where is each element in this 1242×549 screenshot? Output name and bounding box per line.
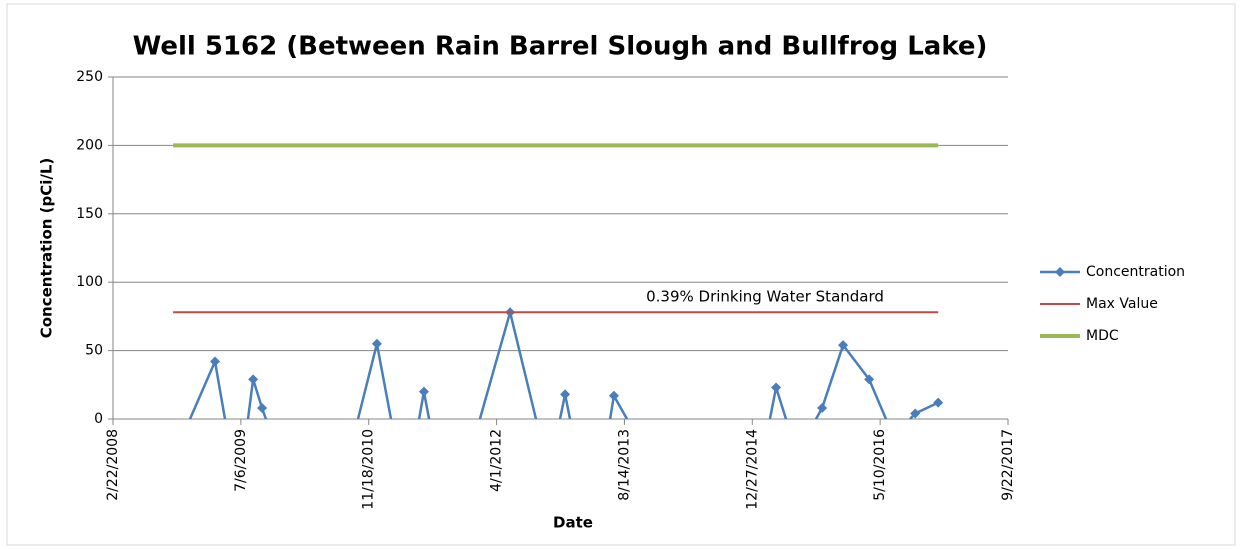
legend-marker xyxy=(1055,267,1065,277)
annotation: 0.39% Drinking Water Standard xyxy=(646,288,884,306)
legend-label: Max Value xyxy=(1086,296,1158,312)
data-point xyxy=(248,374,259,385)
x-tick-label: 12/27/2014 xyxy=(744,429,760,510)
x-tick-label: 11/18/2010 xyxy=(361,429,377,510)
data-point xyxy=(817,403,828,414)
data-point xyxy=(838,340,849,351)
x-tick-label: 4/1/2012 xyxy=(489,429,505,492)
x-tick-label: 8/14/2013 xyxy=(616,429,632,501)
legend-label: Concentration xyxy=(1086,264,1185,280)
data-point xyxy=(771,382,782,393)
legend-label: MDC xyxy=(1086,328,1119,344)
x-tick-label: 5/10/2016 xyxy=(872,429,888,501)
y-tick-label: 100 xyxy=(76,274,103,290)
y-tick-label: 50 xyxy=(85,343,103,359)
y-tick-label: 150 xyxy=(76,206,103,222)
data-point xyxy=(933,397,944,408)
y-axis-label: Concentration (pCi/L) xyxy=(38,158,56,339)
data-point xyxy=(257,403,268,414)
data-point xyxy=(910,408,921,419)
x-tick-label: 2/22/2008 xyxy=(105,429,121,501)
y-tick-label: 250 xyxy=(76,69,103,85)
data-point xyxy=(608,390,619,401)
y-tick-label: 0 xyxy=(94,411,103,427)
data-point xyxy=(418,386,429,397)
data-point xyxy=(560,389,571,400)
data-point xyxy=(864,374,875,385)
y-tick-label: 200 xyxy=(76,137,103,153)
x-tick-label: 7/6/2009 xyxy=(233,429,249,492)
data-point xyxy=(371,338,382,349)
x-axis-label: Date xyxy=(553,514,593,532)
chart-title: Well 5162 (Between Rain Barrel Slough an… xyxy=(133,32,988,62)
data-point xyxy=(210,356,221,367)
x-tick-label: 9/22/2017 xyxy=(1000,429,1016,501)
chart-frame xyxy=(6,3,1236,546)
